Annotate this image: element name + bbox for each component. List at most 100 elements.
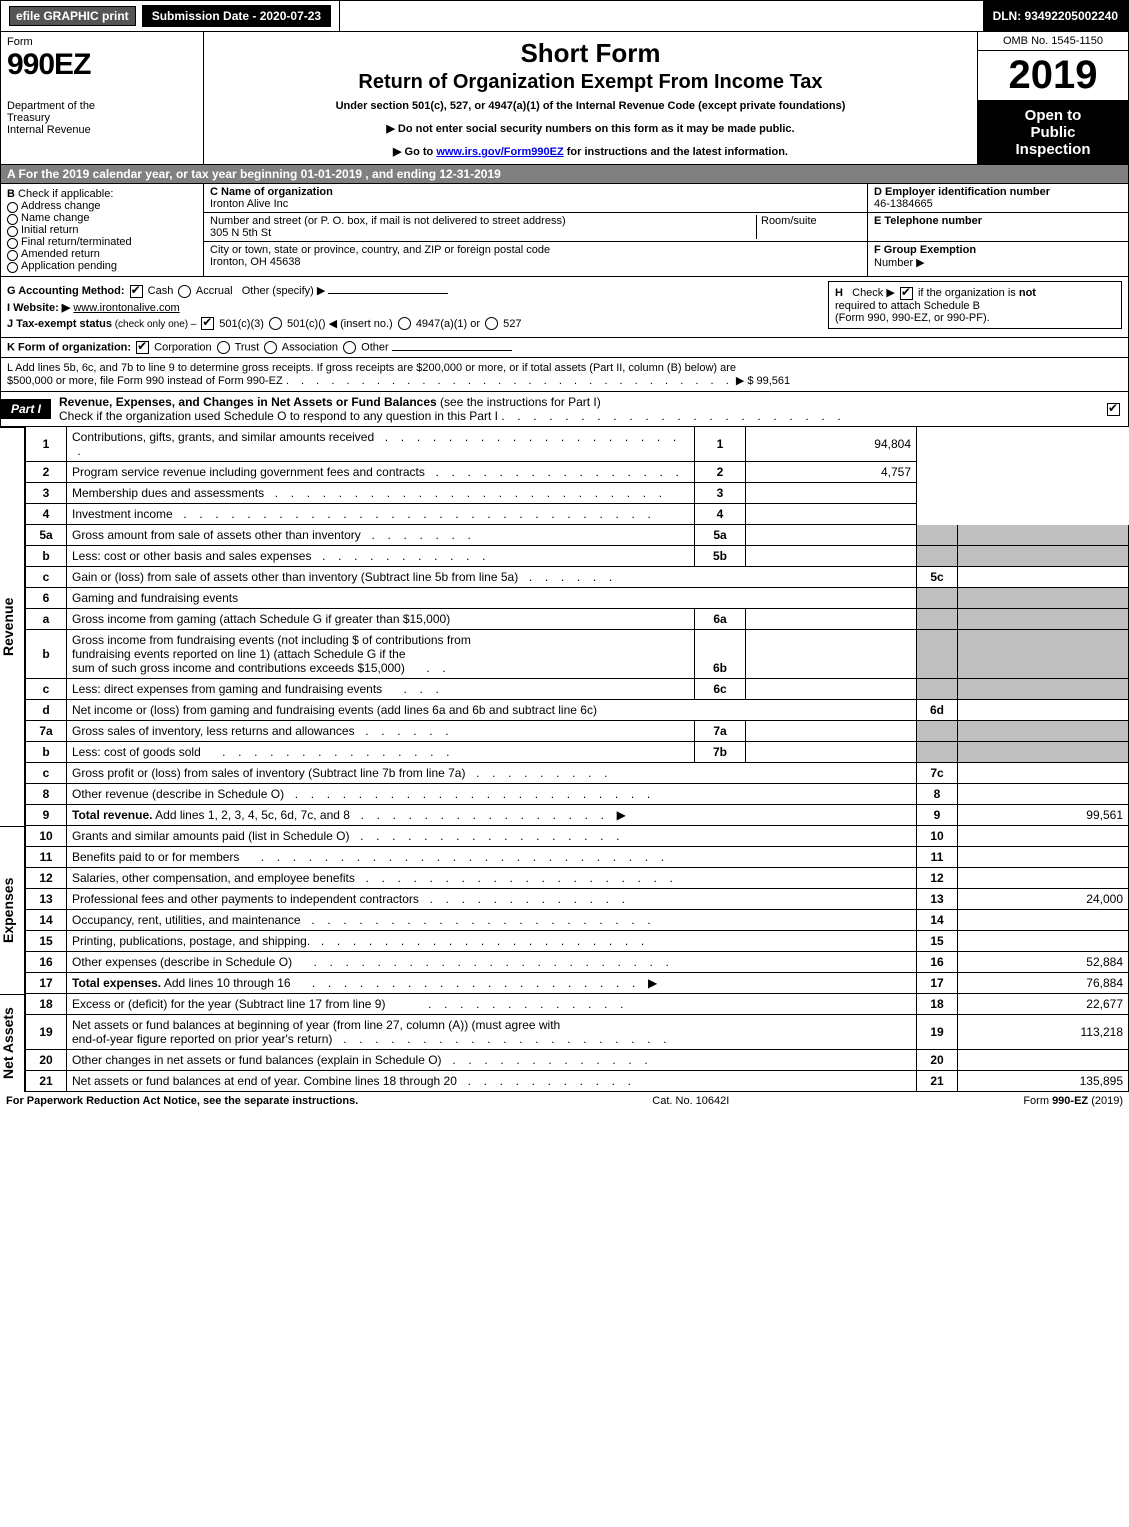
footer-mid: Cat. No. 10642I <box>652 1095 729 1107</box>
part1-title: Revenue, Expenses, and Changes in Net As… <box>51 392 1105 426</box>
note-ssn: ▶ Do not enter social security numbers o… <box>210 122 971 135</box>
table-row: 10Grants and similar amounts paid (list … <box>26 826 1129 847</box>
table-row: 14Occupancy, rent, utilities, and mainte… <box>26 910 1129 931</box>
h-box: H Check ▶ if the organization is not req… <box>828 281 1122 329</box>
org-name: Ironton Alive Inc <box>210 198 288 210</box>
open-to-public: Open to Public Inspection <box>978 101 1128 164</box>
city-label: City or town, state or province, country… <box>210 244 550 256</box>
form-number: 990EZ <box>7 48 197 82</box>
chk-527[interactable] <box>485 317 498 330</box>
name-label: C Name of organization <box>210 186 333 198</box>
open-l1: Open to <box>984 107 1122 124</box>
efile-label: efile GRAPHIC print Submission Date - 20… <box>1 1 340 31</box>
ein-label: D Employer identification number <box>874 186 1050 198</box>
part1-tag: Part I <box>1 399 51 419</box>
chk-501c3[interactable] <box>201 317 214 330</box>
chk-501c[interactable] <box>269 317 282 330</box>
part1-header: Part I Revenue, Expenses, and Changes in… <box>0 392 1129 427</box>
table-row: 18Excess or (deficit) for the year (Subt… <box>26 994 1129 1015</box>
table-row: 20Other changes in net assets or fund ba… <box>26 1050 1129 1071</box>
chk-application-pending[interactable]: Application pending <box>7 260 197 272</box>
chk-h[interactable] <box>900 287 913 300</box>
title-return: Return of Organization Exempt From Incom… <box>210 71 971 94</box>
row-group: F Group Exemption Number ▶ <box>868 242 1128 276</box>
addr-val: 305 N 5th St <box>210 227 271 239</box>
dln-box: DLN: 93492205002240 <box>983 1 1128 31</box>
table-row: 6Gaming and fundraising events <box>26 588 1129 609</box>
revenue-section: Revenue 1Contributions, gifts, grants, a… <box>0 427 1129 826</box>
row-addr: Number and street (or P. O. box, if mail… <box>204 213 867 242</box>
table-row: 16Other expenses (describe in Schedule O… <box>26 952 1129 973</box>
revenue-content: 1Contributions, gifts, grants, and simil… <box>25 427 1129 826</box>
l-text1: L Add lines 5b, 6c, and 7b to line 9 to … <box>7 362 736 374</box>
chk-final-return[interactable]: Final return/terminated <box>7 236 197 248</box>
page-footer: For Paperwork Reduction Act Notice, see … <box>0 1092 1129 1110</box>
col-c: C Name of organization Ironton Alive Inc… <box>204 184 867 276</box>
other-org-input[interactable] <box>392 350 512 351</box>
chk-corp[interactable] <box>136 341 149 354</box>
table-row: 3Membership dues and assessments . . . .… <box>26 483 1129 504</box>
row-name: C Name of organization Ironton Alive Inc <box>204 184 867 213</box>
chk-assoc[interactable] <box>264 341 277 354</box>
table-row: b Gross income from fundraising events (… <box>26 630 1129 679</box>
table-row: 11Benefits paid to or for members . . . … <box>26 847 1129 868</box>
table-row: 19 Net assets or fund balances at beginn… <box>26 1015 1129 1050</box>
revenue-side-label: Revenue <box>0 427 25 826</box>
addr-label: Number and street (or P. O. box, if mail… <box>210 215 566 227</box>
other-specify-input[interactable] <box>328 293 448 294</box>
website-link[interactable]: www.irontonalive.com <box>73 302 179 314</box>
period-row: A For the 2019 calendar year, or tax yea… <box>0 165 1129 184</box>
l-line: L Add lines 5b, 6c, and 7b to line 9 to … <box>0 358 1129 392</box>
tax-year: 2019 <box>978 51 1128 101</box>
table-row: 13Professional fees and other payments t… <box>26 889 1129 910</box>
chk-name-change[interactable]: Name change <box>7 212 197 224</box>
row-city: City or town, state or province, country… <box>204 242 867 270</box>
top-bar: efile GRAPHIC print Submission Date - 20… <box>0 0 1129 32</box>
table-row: 2Program service revenue including gover… <box>26 462 1129 483</box>
entity-block: B Check if applicable: Address change Na… <box>0 184 1129 277</box>
footer-right: Form 990-EZ (2019) <box>1023 1095 1123 1107</box>
grp-label: F Group Exemption <box>874 244 976 256</box>
title-short-form: Short Form <box>210 38 971 69</box>
l-arrow: ▶ $ 99,561 <box>736 375 790 387</box>
col-d: D Employer identification number 46-1384… <box>867 184 1128 276</box>
table-row: cLess: direct expenses from gaming and f… <box>26 679 1129 700</box>
chk-4947[interactable] <box>398 317 411 330</box>
table-row: bLess: cost or other basis and sales exp… <box>26 546 1129 567</box>
table-row: 1Contributions, gifts, grants, and simil… <box>26 427 1129 462</box>
chk-accrual[interactable] <box>178 285 191 298</box>
ein-val: 46-1384665 <box>874 198 933 210</box>
room-suite: Room/suite <box>756 215 861 239</box>
irs-link[interactable]: www.irs.gov/Form990EZ <box>436 146 563 158</box>
subtitle: Under section 501(c), 527, or 4947(a)(1)… <box>210 100 971 112</box>
chk-initial-return[interactable]: Initial return <box>7 224 197 236</box>
chk-other[interactable] <box>343 341 356 354</box>
row-tel: E Telephone number <box>868 213 1128 242</box>
table-row: 7aGross sales of inventory, less returns… <box>26 721 1129 742</box>
dots: . . . . . . . . . . . . . . . . . . . . … <box>286 375 736 387</box>
table-row: cGain or (loss) from sale of assets othe… <box>26 567 1129 588</box>
row-ein: D Employer identification number 46-1384… <box>868 184 1128 213</box>
expenses-content: 10Grants and similar amounts paid (list … <box>25 826 1129 994</box>
open-l3: Inspection <box>984 141 1122 158</box>
part1-checkbox <box>1105 402 1128 416</box>
form-word: Form <box>7 36 197 48</box>
k-line: K Form of organization: Corporation Trus… <box>0 338 1129 358</box>
chk-part1-scho[interactable] <box>1107 403 1120 416</box>
l-text2: $500,000 or more, file Form 990 instead … <box>7 375 283 387</box>
chk-amended-return[interactable]: Amended return <box>7 248 197 260</box>
note-goto: ▶ Go to www.irs.gov/Form990EZ for instru… <box>210 145 971 158</box>
dept-line1: Department of the <box>7 100 197 112</box>
table-row: 8Other revenue (describe in Schedule O) … <box>26 784 1129 805</box>
city-val: Ironton, OH 45638 <box>210 256 301 268</box>
chk-cash[interactable] <box>130 285 143 298</box>
part1-title-bold: Revenue, Expenses, and Changes in Net As… <box>59 395 437 409</box>
table-row: dNet income or (loss) from gaming and fu… <box>26 700 1129 721</box>
chk-trust[interactable] <box>217 341 230 354</box>
revenue-table: 1Contributions, gifts, grants, and simil… <box>25 427 1129 826</box>
efile-graphic-btn[interactable]: efile GRAPHIC print <box>9 6 136 26</box>
k-label: K Form of organization: <box>7 342 131 354</box>
expenses-section: Expenses 10Grants and similar amounts pa… <box>0 826 1129 994</box>
chk-address-change[interactable]: Address change <box>7 200 197 212</box>
netassets-side-label: Net Assets <box>0 994 25 1092</box>
